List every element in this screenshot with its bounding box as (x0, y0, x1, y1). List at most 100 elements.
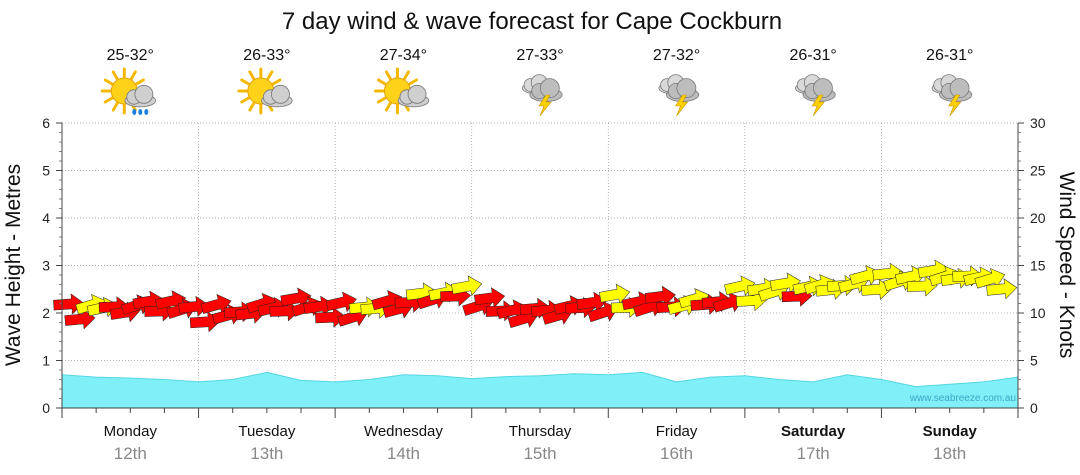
left-axis-ticks: 0 1 2 3 4 5 6 (42, 115, 62, 416)
right-tick-label: 10 (1030, 305, 1046, 321)
lightning-bolt (538, 94, 552, 117)
wind-arrow (599, 283, 631, 305)
sun-ray (240, 78, 251, 86)
sun-ray (134, 78, 145, 86)
cloud-part (949, 78, 970, 99)
day-date-label: 13th (250, 444, 283, 463)
day-name-label: Wednesday (364, 423, 443, 440)
day-date-label: 15th (523, 444, 556, 463)
wind-arrow (986, 278, 1018, 300)
wind-arrow (451, 275, 483, 297)
cloud-part (271, 84, 290, 104)
sun-ray (103, 96, 114, 104)
left-tick-label: 3 (42, 258, 50, 274)
sun-ray (248, 101, 256, 112)
sun-ray (402, 70, 410, 81)
temperature-range: 25-32° (107, 47, 154, 64)
wind-arrow (587, 301, 619, 323)
sun-ray (271, 78, 282, 86)
wind-arrow (906, 275, 938, 297)
wave-area (61, 371, 1019, 409)
sun-ray (240, 96, 251, 104)
left-tick-label: 4 (42, 210, 50, 226)
left-tick-label: 0 (42, 400, 50, 416)
day-name-label: Friday (656, 423, 698, 440)
day-name-label: Tuesday (238, 423, 295, 440)
day-name-label: Saturday (781, 423, 846, 440)
day-date-label: 16th (660, 444, 693, 463)
sun-ray (384, 70, 392, 81)
right-tick-label: 20 (1030, 210, 1046, 226)
lightning-bolt (675, 94, 689, 117)
day-name-label: Thursday (509, 423, 572, 440)
right-tick-label: 25 (1030, 163, 1046, 179)
rain-drop (144, 109, 149, 115)
sun-ray (384, 101, 392, 112)
wind-arrow (644, 285, 676, 307)
right-axis-title: Wind Speed - Knots (1055, 172, 1078, 359)
wind-arrows (53, 259, 1018, 333)
temperature-range: 27-34° (380, 47, 427, 64)
rain-drop (132, 109, 137, 115)
storm-cloud-icon (522, 74, 563, 117)
sun-cloud-icon (237, 67, 293, 115)
right-tick-label: 5 (1030, 353, 1038, 369)
wave-height-area (61, 371, 1019, 409)
cloud-part (676, 78, 697, 99)
left-axis-title: Wave Height - Metres (2, 164, 25, 366)
lightning-bolt (948, 94, 962, 117)
temperature-range: 26-33° (243, 47, 290, 64)
left-tick-label: 6 (42, 115, 50, 131)
right-tick-label: 30 (1030, 115, 1046, 131)
grid-layer (62, 122, 1018, 408)
rain-drop (138, 109, 143, 115)
storm-cloud-icon (795, 74, 836, 117)
storm-cloud-icon (931, 74, 973, 117)
right-axis-ticks: 0 5 10 15 20 25 30 (1018, 115, 1046, 416)
sun-ray (376, 78, 387, 86)
day-name-label: Sunday (923, 423, 978, 440)
sun-cloud-rain-icon (100, 67, 156, 115)
day-name-label: Monday (104, 423, 158, 440)
wind-arrow (974, 268, 1006, 289)
cloud-part (813, 78, 833, 99)
lightning-bolt (811, 94, 825, 117)
wind-arrow (861, 278, 893, 300)
sun-ray (129, 70, 137, 81)
wind-arrow (473, 287, 506, 309)
wind-arrow (200, 293, 232, 315)
day-date-label: 17th (797, 444, 830, 463)
chart-title: 7 day wind & wave forecast for Cape Cock… (282, 8, 782, 35)
cloud-part (539, 78, 560, 99)
sun-ray (266, 70, 274, 81)
sun-ray (376, 96, 387, 104)
left-tick-label: 2 (42, 305, 50, 321)
weather-row: 25-32° 26-33° 27-34° 27-33° 27-32° 26-31° 26-3… (100, 47, 973, 117)
right-tick-label: 15 (1030, 258, 1046, 274)
temperature-range: 26-31° (926, 47, 973, 64)
sun-ray (103, 78, 114, 86)
wind-arrow (280, 287, 312, 309)
watermark: www.seabreeze.com.au (909, 393, 1016, 404)
cloud-part (134, 84, 154, 104)
sun-ray (111, 70, 119, 81)
storm-cloud-icon (658, 74, 700, 117)
wind-arrow (894, 265, 926, 287)
day-date-label: 12th (114, 444, 147, 463)
sun-ray (111, 101, 119, 112)
temperature-range: 26-31° (789, 47, 836, 64)
cloud-part (407, 84, 427, 104)
day-date-label: 14th (387, 444, 420, 463)
temperature-range: 27-33° (516, 47, 563, 64)
day-date-label: 18th (933, 444, 966, 463)
day-labels: Monday 12th Tuesday 13th Wednesday 14th Thursd… (104, 423, 978, 463)
left-tick-label: 5 (42, 163, 50, 179)
temperature-range: 27-32° (653, 47, 700, 64)
sun-ray (248, 70, 256, 81)
right-tick-label: 0 (1030, 400, 1038, 416)
left-tick-label: 1 (42, 353, 50, 369)
sun-cloud-icon (373, 67, 430, 115)
wind-arrow (576, 291, 608, 313)
sun-ray (408, 78, 418, 86)
